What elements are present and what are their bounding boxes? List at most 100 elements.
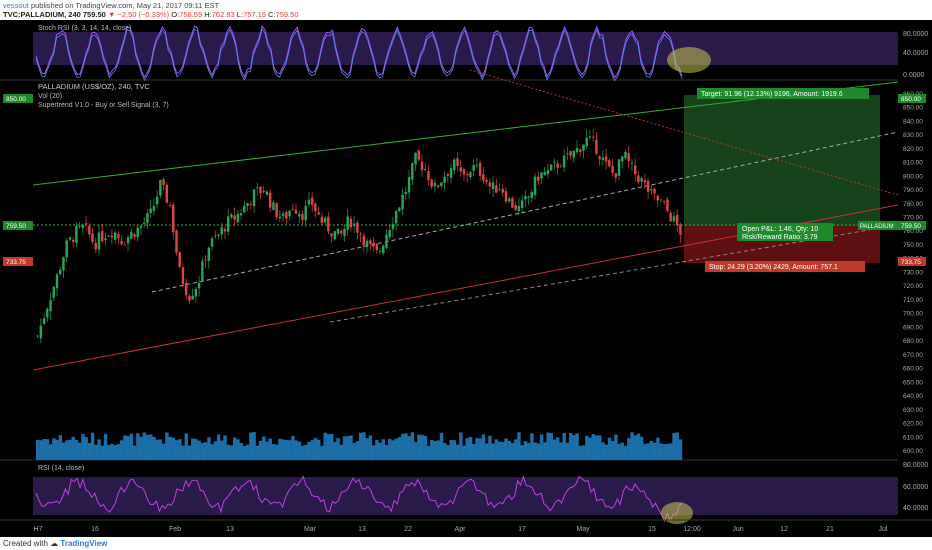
candle-body: [514, 205, 517, 210]
left-tag-last-bg: [3, 221, 33, 230]
candle-body: [398, 207, 401, 212]
candle-body: [617, 159, 621, 176]
candle-body: [191, 295, 194, 300]
candle-body: [433, 183, 437, 187]
price-tick: 600.00: [903, 448, 923, 455]
candle-body: [501, 188, 504, 193]
volume-bar: [484, 443, 489, 460]
volume-bar: [601, 442, 605, 460]
candle-body: [178, 252, 181, 267]
candle-body: [349, 218, 353, 228]
candle-body: [424, 168, 427, 171]
close-value: 759.50: [275, 10, 299, 19]
volume-bar: [281, 439, 285, 460]
open-value: 758.59: [179, 10, 203, 19]
volume-bar: [652, 442, 657, 460]
volume-bar: [284, 439, 289, 460]
volume-bar: [433, 441, 437, 460]
stoch-highlight-ellipse: [667, 47, 711, 73]
author-link[interactable]: vessout: [3, 1, 29, 10]
candle-body: [226, 216, 230, 232]
candle-body: [288, 210, 291, 217]
time-tick: 21: [826, 526, 834, 533]
candle-body: [407, 177, 411, 193]
candle-body: [601, 157, 605, 161]
candle-body: [637, 175, 640, 183]
volume-bars: [36, 432, 683, 460]
volume-bar: [442, 442, 447, 460]
candle-body: [194, 288, 198, 297]
price-tick: 800.00: [903, 173, 923, 180]
volume-bar: [449, 439, 453, 460]
volume-bar: [142, 432, 147, 460]
candle-body: [291, 209, 294, 211]
volume-bar: [304, 444, 308, 460]
volume-bar: [491, 443, 495, 460]
volume-bar: [213, 441, 218, 460]
candle-body: [646, 180, 650, 192]
down-arrow-icon: ▼: [107, 10, 116, 19]
time-tick: May: [576, 526, 590, 533]
candle-body: [572, 150, 576, 158]
candle-body: [456, 158, 459, 166]
volume-bar: [336, 438, 340, 460]
volume-bar: [161, 443, 166, 460]
tradingview-brand[interactable]: TradingView: [60, 539, 108, 548]
publish-info: published on TradingView.com, May 21, 20…: [30, 1, 220, 10]
candle-body: [469, 172, 472, 178]
candle-body: [42, 318, 46, 325]
candle-body: [611, 165, 614, 173]
pnl-label-2: Risk/Reward Ratio: 3.79: [742, 234, 818, 241]
volume-bar: [233, 437, 237, 460]
candle-body: [378, 251, 382, 252]
time-tick: Mar: [304, 526, 317, 533]
volume-bar: [255, 445, 260, 460]
volume-bar: [184, 433, 189, 460]
volume-bar: [132, 445, 137, 460]
time-tick: Jul: [879, 526, 888, 533]
vol-label: Vol (20): [38, 93, 62, 100]
candle-body: [49, 300, 52, 312]
candle-body: [130, 231, 133, 239]
supertrend-label: Supertrend V1.0 - Buy or Sell Signal (3,…: [38, 102, 169, 109]
volume-bar: [572, 435, 576, 460]
time-tick: 13: [358, 526, 366, 533]
volume-bar: [536, 443, 541, 460]
volume-bar: [381, 439, 386, 460]
volume-bar: [472, 444, 476, 460]
volume-bar: [90, 432, 95, 460]
volume-bar: [68, 439, 72, 460]
candle-body: [217, 234, 220, 236]
volume-bar: [197, 440, 201, 460]
candle-body: [52, 287, 55, 298]
price-tick: 820.00: [903, 146, 923, 153]
chart-svg[interactable]: Stoch RSI (3, 3, 14, 14, close) PALLADIU…: [0, 20, 932, 537]
candle-body: [643, 180, 647, 183]
volume-bar: [407, 436, 411, 460]
price-tick: 690.00: [903, 324, 923, 331]
candle-body: [679, 224, 682, 236]
candle-body: [608, 160, 611, 167]
created-with: Created with: [3, 539, 48, 548]
time-axis: H7 16 Feb 13 Mar 13 22 Apr 17 May 15 12:00 Jun 12 21 Ju…: [34, 526, 888, 533]
candle-body: [298, 214, 301, 217]
volume-bar: [210, 444, 214, 460]
rsi-tick-80: 80.0000: [903, 462, 928, 469]
candle-body: [259, 186, 262, 194]
candle-body: [275, 203, 278, 218]
candle-body: [320, 216, 324, 223]
candle-body: [301, 214, 304, 220]
volume-bar: [488, 435, 492, 460]
candle-body: [569, 150, 572, 156]
candle-body: [446, 174, 450, 176]
volume-bar: [317, 439, 321, 460]
volume-bar: [507, 440, 512, 460]
candle-body: [336, 228, 340, 234]
price-tick: 720.00: [903, 283, 923, 290]
volume-bar: [203, 442, 208, 460]
volume-bar: [552, 439, 557, 460]
time-tick: 16: [91, 526, 99, 533]
chart-area[interactable]: Stoch RSI (3, 3, 14, 14, close) PALLADIU…: [0, 20, 932, 537]
volume-bar: [530, 433, 534, 460]
volume-bar: [81, 433, 85, 460]
